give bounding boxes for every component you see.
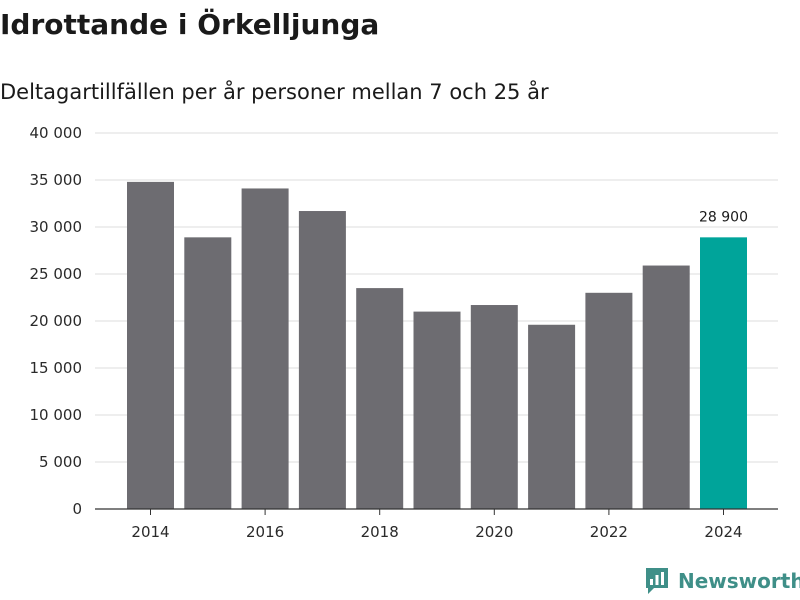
y-tick-label: 5 000 (39, 453, 82, 471)
x-tick-label: 2014 (131, 523, 169, 541)
chart-subtitle: Deltagartillfällen per år personer mella… (0, 80, 549, 104)
brand-logo: Newsworthy (644, 566, 800, 596)
chart-title: Idrottande i Örkelljunga (0, 8, 380, 41)
y-tick-label: 20 000 (30, 312, 83, 330)
y-tick-label: 0 (72, 500, 82, 518)
brand-name: Newsworthy (678, 569, 800, 593)
y-tick-label: 30 000 (30, 218, 83, 236)
x-tick-label: 2024 (704, 523, 742, 541)
bar-2016 (241, 188, 289, 509)
y-tick-label: 40 000 (30, 124, 83, 142)
bar-2014 (127, 181, 174, 509)
x-tick-label: 2016 (246, 523, 284, 541)
x-tick-label: 2018 (361, 523, 399, 541)
y-tick-label: 25 000 (30, 265, 83, 283)
x-axis: 2014 2016 2018 2020 2022 2024 (95, 508, 778, 541)
bar-2019 (413, 311, 461, 509)
y-tick-label: 35 000 (30, 171, 83, 189)
y-tick-label: 15 000 (30, 359, 83, 377)
data-labels: 28 900 (699, 209, 748, 225)
bar-2024 (700, 237, 747, 509)
newsworthy-logo-icon (646, 568, 668, 594)
bar-2023 (642, 265, 690, 509)
bar-2021 (528, 324, 576, 509)
x-tick-label: 2020 (475, 523, 513, 541)
bar-2018 (356, 288, 404, 509)
bar-2020 (470, 305, 518, 509)
x-tick-label: 2022 (590, 523, 628, 541)
bars (127, 181, 747, 509)
bar-2015 (184, 237, 232, 509)
y-axis-tick-labels: 0 5 000 10 000 15 000 20 000 25 000 30 000 35 0… (30, 124, 83, 518)
y-tick-label: 10 000 (30, 406, 83, 424)
bar-2017 (298, 211, 346, 509)
data-label: 28 900 (699, 209, 748, 225)
bar-2022 (585, 292, 633, 509)
